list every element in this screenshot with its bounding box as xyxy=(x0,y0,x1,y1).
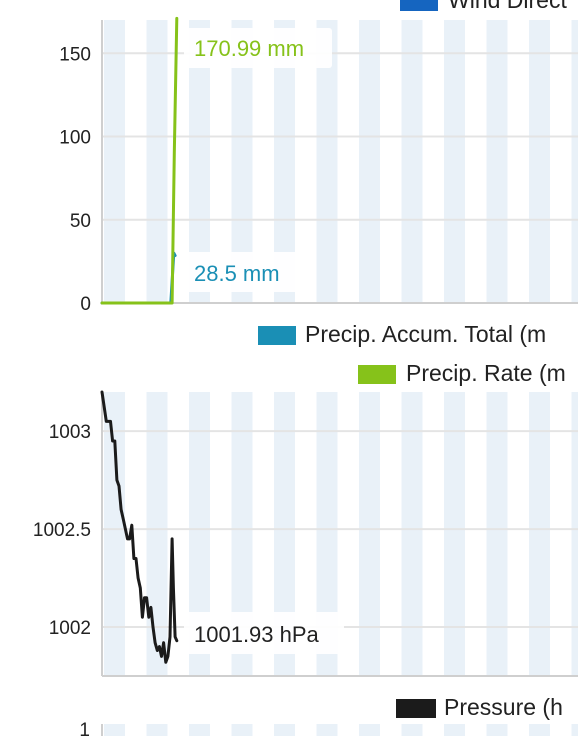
precipitation-chart-bands xyxy=(104,20,578,303)
next-chart-bands xyxy=(101,724,578,736)
time-band-7 xyxy=(401,392,423,676)
time-band-9 xyxy=(486,392,508,676)
time-band-7 xyxy=(401,20,423,303)
wind-direction-legend[interactable]: Wind Direct xyxy=(400,0,567,13)
time-band-11 xyxy=(571,392,578,676)
pressure-legend-label: Pressure (h xyxy=(444,694,563,720)
precip-rate-legend-label: Precip. Rate (m xyxy=(406,360,566,386)
precipitation-chart-y-ticks: 0 50 100 150 xyxy=(59,44,91,315)
time-band-4 xyxy=(274,20,295,303)
precip-accum-callout-box xyxy=(184,252,302,292)
pressure-legend-swatch xyxy=(396,699,436,718)
pressure-chart-bands xyxy=(104,392,578,676)
wind-direction-swatch xyxy=(400,0,438,11)
precip-accum-legend-swatch xyxy=(258,326,296,345)
time-band-3 xyxy=(231,20,253,303)
precip-rate-legend-item[interactable]: Precip. Rate (m xyxy=(358,360,566,386)
next-chart-first-tick: 1 xyxy=(79,720,90,736)
time-band-6 xyxy=(359,392,380,676)
precipitation-y-tick-label-1: 50 xyxy=(70,211,91,232)
precipitation-chart-gridlines xyxy=(101,20,578,304)
pressure-chart-y-ticks: 1002 1002.5 1003 xyxy=(33,422,91,639)
precip-accum-callout: 28.5 mm xyxy=(184,252,302,292)
time-band-1 xyxy=(146,724,168,736)
time-band-1 xyxy=(146,392,168,676)
pressure-chart: 1002 1002.5 1003 1001.93 hPa Pressure (h xyxy=(33,390,578,720)
time-band-2 xyxy=(189,724,210,736)
time-band-11 xyxy=(571,724,578,736)
precipitation-series-line-1 xyxy=(100,16,179,305)
precipitation-y-tick-label-3: 150 xyxy=(59,44,91,65)
pressure-y-tick-label-1: 1002.5 xyxy=(33,520,91,541)
precip-rate-callout-box xyxy=(184,28,332,68)
pressure-callout: 1001.93 hPa xyxy=(184,612,344,654)
precip-rate-callout: 170.99 mm xyxy=(184,28,332,68)
precip-rate-callout-label: 170.99 mm xyxy=(194,36,304,61)
time-band-4 xyxy=(274,724,295,736)
time-band-8 xyxy=(444,392,465,676)
pressure-callout-box xyxy=(184,612,344,654)
time-band-0 xyxy=(104,724,125,736)
precipitation-chart-series xyxy=(100,16,179,305)
time-band-2 xyxy=(189,20,210,303)
time-band-3 xyxy=(231,392,253,676)
time-band-8 xyxy=(444,724,465,736)
wind-direction-legend-label: Wind Direct xyxy=(448,0,567,13)
precip-accum-callout-label: 28.5 mm xyxy=(194,261,280,286)
time-band-6 xyxy=(359,724,380,736)
time-band-1 xyxy=(146,20,168,303)
time-band-5 xyxy=(316,20,338,303)
time-band-11 xyxy=(571,20,578,303)
time-band-10 xyxy=(529,20,550,303)
next-chart-partial: 1 xyxy=(79,720,578,736)
time-band-2 xyxy=(189,392,210,676)
precip-rate-legend-swatch xyxy=(358,365,396,384)
time-band-10 xyxy=(529,392,550,676)
pressure-legend-item[interactable]: Pressure (h xyxy=(396,694,563,720)
time-band-4 xyxy=(274,392,295,676)
time-band-9 xyxy=(486,724,508,736)
pressure-series-line-0 xyxy=(100,390,179,664)
precip-accum-legend-label: Precip. Accum. Total (m xyxy=(305,321,546,347)
time-band-5 xyxy=(316,392,338,676)
precipitation-chart: 0 50 100 150 170.99 mm 28.5 mm Precip. Accu… xyxy=(59,16,578,386)
time-band-8 xyxy=(444,20,465,303)
pressure-chart-series xyxy=(100,390,179,664)
time-band-6 xyxy=(359,20,380,303)
time-band-5 xyxy=(316,724,338,736)
precipitation-y-tick-label-2: 100 xyxy=(59,128,91,149)
time-band-0 xyxy=(104,20,125,303)
time-band-10 xyxy=(529,724,550,736)
pressure-y-tick-label-2: 1003 xyxy=(49,422,91,443)
pressure-y-tick-label-0: 1002 xyxy=(49,618,91,639)
time-band-0 xyxy=(104,392,125,676)
time-band-7 xyxy=(401,724,423,736)
pressure-callout-label: 1001.93 hPa xyxy=(194,622,320,647)
precip-accum-legend-item[interactable]: Precip. Accum. Total (m xyxy=(258,321,546,347)
time-band-3 xyxy=(231,724,253,736)
time-band-9 xyxy=(486,20,508,303)
precipitation-y-tick-label-0: 0 xyxy=(80,294,91,315)
